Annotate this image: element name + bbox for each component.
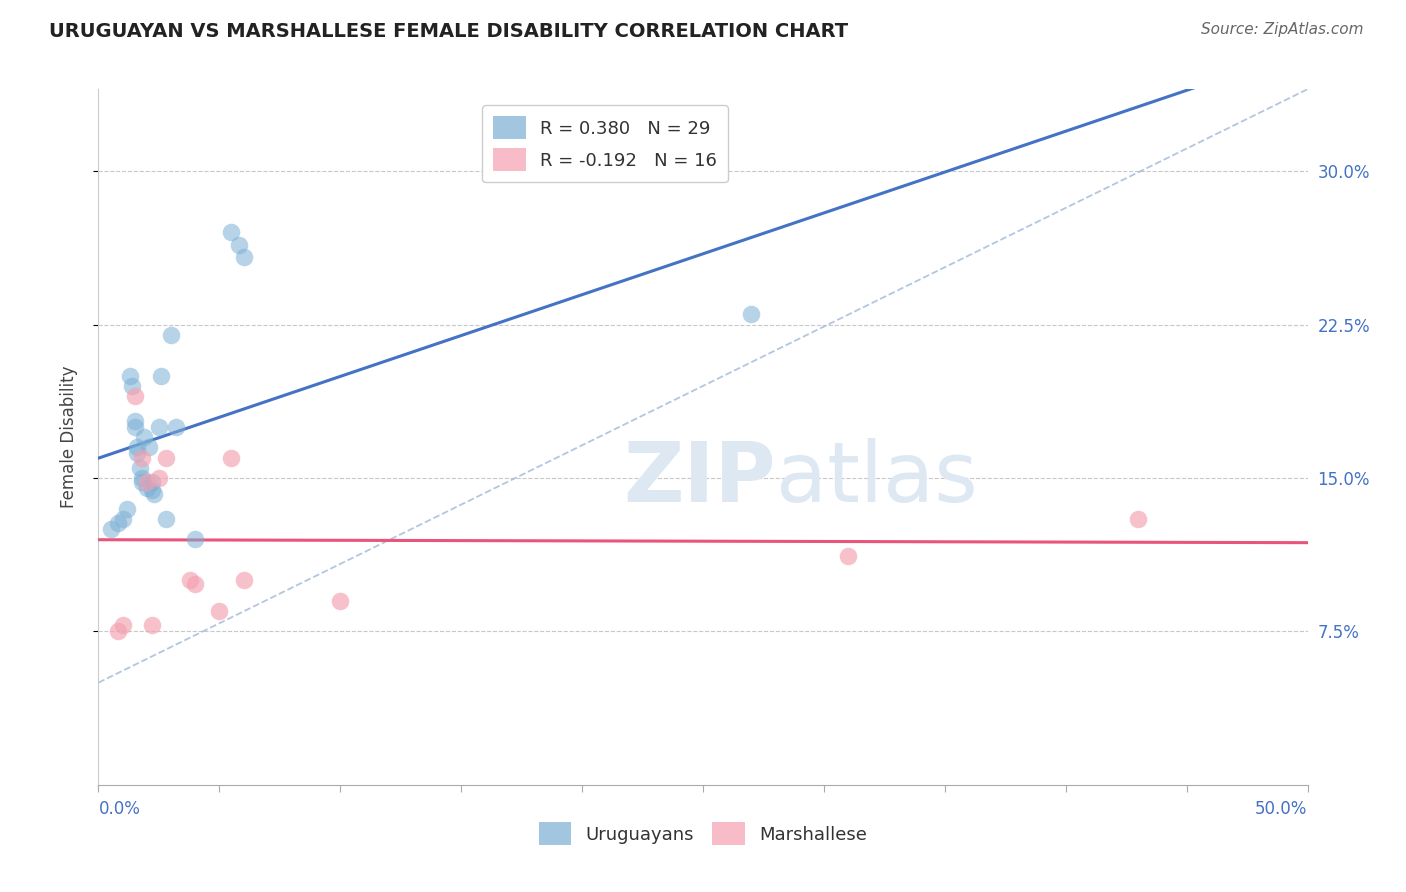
Point — [329, 594, 352, 608]
Point — [740, 307, 762, 321]
Point — [138, 440, 160, 454]
Point — [131, 471, 153, 485]
Point — [232, 574, 254, 588]
Point — [124, 389, 146, 403]
Point — [124, 414, 146, 428]
Text: Source: ZipAtlas.com: Source: ZipAtlas.com — [1201, 22, 1364, 37]
Point — [127, 446, 149, 460]
Point — [160, 327, 183, 342]
Point — [111, 618, 134, 632]
Point — [228, 237, 250, 252]
Point — [184, 533, 207, 547]
Point — [165, 420, 187, 434]
Point — [232, 250, 254, 264]
Point — [141, 618, 163, 632]
Y-axis label: Female Disability: Female Disability — [59, 366, 77, 508]
Point — [184, 577, 207, 591]
Legend: Uruguayans, Marshallese: Uruguayans, Marshallese — [531, 814, 875, 853]
Text: atlas: atlas — [776, 438, 977, 519]
Point — [135, 475, 157, 489]
Point — [100, 522, 122, 536]
Point — [117, 501, 139, 516]
Point — [111, 512, 134, 526]
Point — [141, 475, 163, 489]
Point — [143, 487, 166, 501]
Point — [131, 450, 153, 465]
Point — [118, 368, 141, 383]
Point — [124, 420, 146, 434]
Point — [148, 471, 170, 485]
Point — [155, 450, 177, 465]
Point — [135, 481, 157, 495]
Point — [127, 440, 149, 454]
Point — [128, 460, 150, 475]
Point — [208, 604, 231, 618]
Point — [1128, 512, 1150, 526]
Text: 50.0%: 50.0% — [1256, 800, 1308, 818]
Point — [155, 512, 177, 526]
Point — [141, 483, 163, 498]
Point — [837, 549, 859, 563]
Text: URUGUAYAN VS MARSHALLESE FEMALE DISABILITY CORRELATION CHART: URUGUAYAN VS MARSHALLESE FEMALE DISABILI… — [49, 22, 848, 41]
Text: ZIP: ZIP — [623, 438, 776, 519]
Point — [148, 420, 170, 434]
Point — [221, 450, 243, 465]
Point — [107, 624, 129, 639]
Point — [134, 430, 156, 444]
Point — [121, 379, 143, 393]
Point — [150, 368, 173, 383]
Point — [179, 574, 201, 588]
Point — [131, 475, 153, 489]
Point — [107, 516, 129, 530]
Point — [221, 226, 243, 240]
Text: 0.0%: 0.0% — [98, 800, 141, 818]
